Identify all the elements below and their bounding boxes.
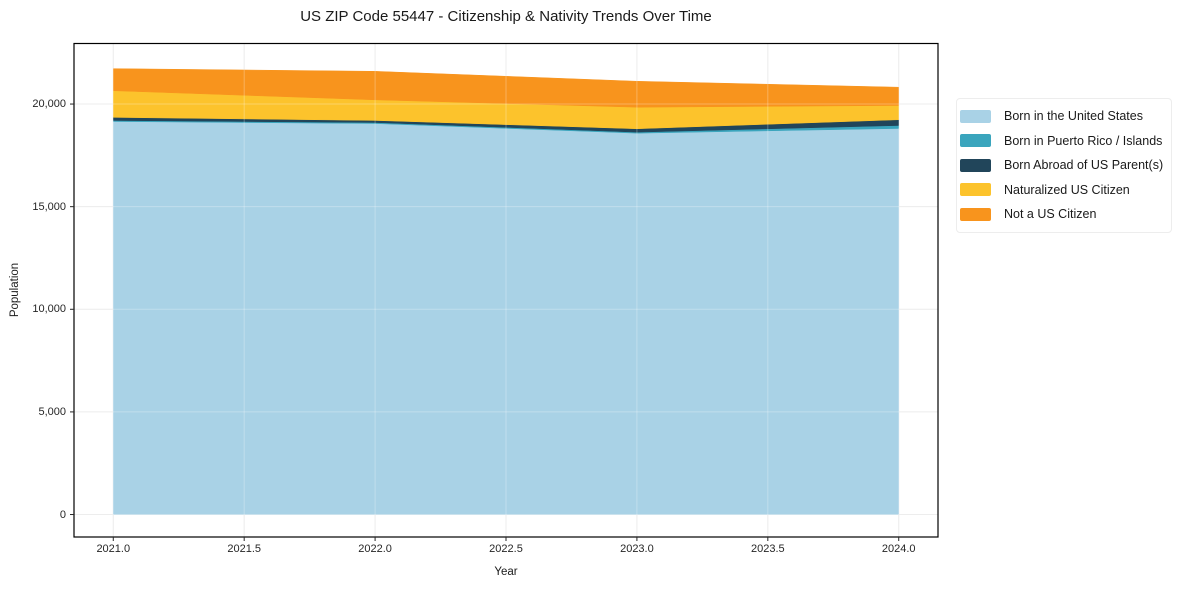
area-series-4: [113, 68, 899, 108]
legend: Born in the United States Born in Puerto …: [956, 98, 1173, 233]
x-tick-label: 2023.5: [750, 543, 785, 555]
legend-swatch-icon: [960, 183, 991, 197]
y-tick-label: 15,000: [32, 200, 66, 213]
x-axis-label: Year: [494, 566, 518, 578]
x-tick-label: 2022.0: [358, 543, 392, 555]
y-axis-label: Population: [9, 262, 21, 318]
legend-swatch-icon: [960, 207, 991, 221]
legend-label: Born in Puerto Rico / Islands: [1004, 133, 1163, 148]
y-tick-label: 10,000: [32, 303, 66, 316]
x-tick-label: 2023.0: [620, 543, 654, 555]
x-tick-label: 2021.5: [227, 543, 261, 555]
x-tick-label: 2024.0: [881, 543, 916, 555]
y-tick-label: 5,000: [38, 405, 66, 418]
legend-swatch-icon: [960, 109, 991, 123]
legend-item: Born Abroad of US Parent(s): [960, 153, 1163, 178]
legend-label: Born in the United States: [1004, 109, 1143, 124]
legend-item: Naturalized US Citizen: [960, 178, 1163, 203]
legend-item: Born in the United States: [960, 104, 1163, 129]
legend-swatch-icon: [960, 158, 991, 172]
legend-item: Not a US Citizen: [960, 202, 1163, 227]
y-tick-label: 0: [59, 508, 66, 521]
legend-label: Naturalized US Citizen: [1004, 182, 1130, 197]
y-tick-label: 20,000: [32, 98, 66, 111]
x-tick-label: 2021.0: [96, 543, 131, 555]
x-tick-label: 2022.5: [489, 543, 523, 555]
legend-label: Born Abroad of US Parent(s): [1004, 158, 1164, 173]
legend-item: Born in Puerto Rico / Islands: [960, 129, 1163, 154]
chart-title: US ZIP Code 55447 - Citizenship & Nativi…: [300, 8, 712, 25]
legend-swatch-icon: [960, 134, 991, 148]
legend-label: Not a US Citizen: [1004, 207, 1097, 222]
